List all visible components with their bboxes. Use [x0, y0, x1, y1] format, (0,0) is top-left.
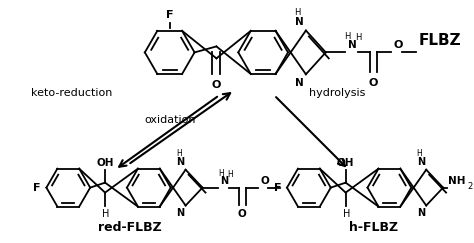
Text: oxidation: oxidation: [145, 115, 196, 125]
Text: H: H: [345, 33, 351, 42]
Text: F: F: [33, 183, 40, 193]
Text: H: H: [219, 169, 224, 178]
Text: OH: OH: [96, 158, 114, 168]
Text: F: F: [273, 183, 281, 193]
Text: FLBZ: FLBZ: [418, 33, 461, 48]
Text: O: O: [369, 78, 378, 88]
Text: O: O: [238, 209, 246, 219]
Text: h-FLBZ: h-FLBZ: [349, 221, 398, 234]
Text: N: N: [176, 157, 184, 167]
Text: O: O: [260, 176, 269, 186]
Text: H: H: [176, 149, 182, 158]
Text: hydrolysis: hydrolysis: [309, 88, 365, 98]
Text: N: N: [295, 17, 304, 26]
Text: O: O: [212, 80, 221, 90]
Text: red-FLBZ: red-FLBZ: [98, 221, 162, 234]
Text: N: N: [220, 176, 228, 186]
Text: N: N: [347, 40, 356, 50]
Text: O: O: [393, 40, 403, 50]
Text: F: F: [166, 9, 173, 20]
Text: H: H: [228, 170, 233, 179]
Text: N: N: [295, 78, 304, 88]
Text: N: N: [417, 157, 425, 167]
Text: N: N: [417, 208, 425, 218]
Text: H: H: [294, 8, 301, 17]
Text: NH: NH: [448, 176, 465, 186]
Text: 2: 2: [467, 182, 472, 191]
Text: H: H: [356, 34, 362, 43]
Text: keto-reduction: keto-reduction: [30, 88, 112, 98]
Text: N: N: [176, 208, 184, 218]
Text: OH: OH: [337, 158, 355, 168]
Text: H: H: [417, 149, 422, 158]
Text: H: H: [343, 209, 350, 219]
Text: H: H: [102, 209, 110, 219]
